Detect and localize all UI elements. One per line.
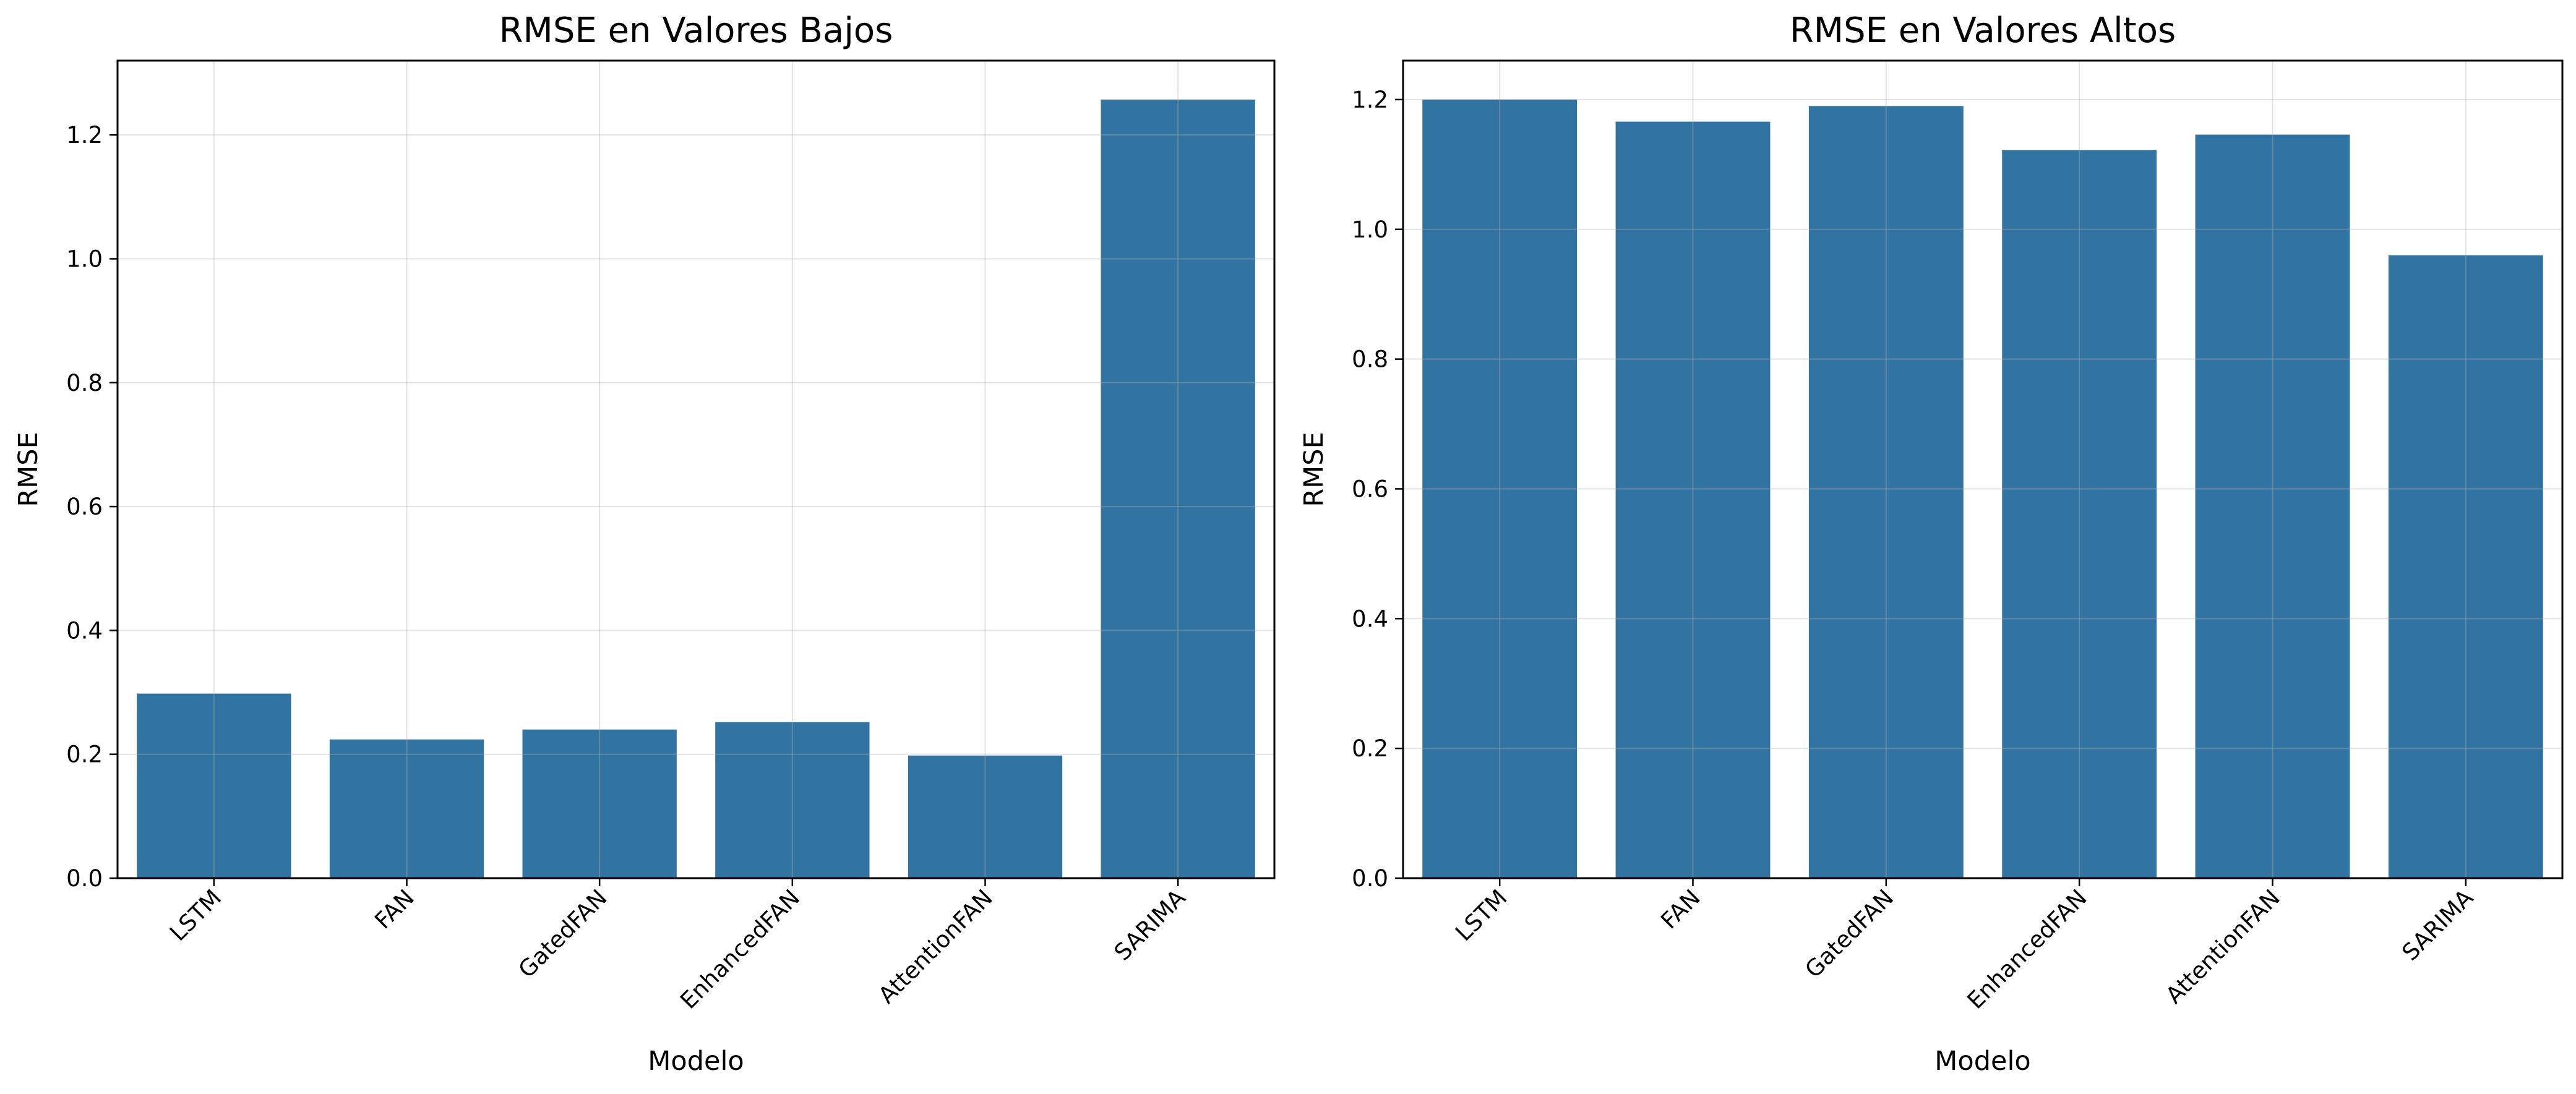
y-tick-label: 0.8 xyxy=(1352,346,1388,373)
y-tick-label: 1.0 xyxy=(66,246,103,272)
x-tick-label: GatedFAN xyxy=(1800,884,1899,983)
bar-attentionfan xyxy=(2195,134,2350,879)
bar-fan xyxy=(329,739,484,878)
y-tick-label: 0.2 xyxy=(1352,735,1388,762)
bar-enhancedfan xyxy=(2002,150,2157,878)
x-axis-label: Modelo xyxy=(648,1046,744,1077)
bar-sarima xyxy=(2388,255,2543,878)
bar-lstm xyxy=(1422,99,1578,878)
bar-attentionfan xyxy=(908,755,1063,878)
bar-enhancedfan xyxy=(715,722,870,878)
bar-gatedfan xyxy=(522,729,677,878)
x-tick-label: GatedFAN xyxy=(513,884,612,983)
x-tick-label: FAN xyxy=(369,884,419,934)
bar-fan xyxy=(1615,121,1771,879)
y-tick-label: 1.0 xyxy=(1352,216,1388,243)
chart-rmse-bajos: 0.0 0.2 0.4 0.6 0.8 1.0 1.2 LSTM FAN GatedFAN Enha… xyxy=(13,11,1276,1077)
y-tick-label: 0.4 xyxy=(1352,605,1388,632)
y-tick-label: 0.6 xyxy=(66,494,103,520)
y-axis-label: RMSE xyxy=(13,432,44,506)
bar-gatedfan xyxy=(1808,106,1964,878)
x-tick-label: LSTM xyxy=(1450,884,1512,946)
chart-title: RMSE en Valores Bajos xyxy=(499,11,893,51)
x-tick-label: EnhancedFAN xyxy=(675,884,805,1014)
x-tick-label: LSTM xyxy=(165,884,226,946)
y-tick-label: 1.2 xyxy=(66,122,103,148)
chart-title: RMSE en Valores Altos xyxy=(1790,11,2176,51)
bar-lstm xyxy=(137,693,291,878)
y-tick-label: 0.8 xyxy=(66,370,103,396)
bar-sarima xyxy=(1101,100,1255,878)
y-tick-label: 0.6 xyxy=(1352,476,1388,502)
y-tick-label: 1.2 xyxy=(1352,87,1388,113)
x-tick-label: FAN xyxy=(1655,884,1706,934)
x-tick-label: AttentionFAN xyxy=(874,884,998,1009)
x-tick-label: SARIMA xyxy=(1109,884,1191,966)
x-tick-label: AttentionFAN xyxy=(2161,884,2285,1009)
axes-frame xyxy=(116,59,1276,879)
axes-frame xyxy=(1402,59,2564,879)
y-tick-label: 0.4 xyxy=(66,617,103,644)
x-tick-label: SARIMA xyxy=(2397,884,2478,966)
y-tick-label: 0.0 xyxy=(66,865,103,892)
chart-rmse-altos: 0.0 0.2 0.4 0.6 0.8 1.0 1.2 LSTM FAN GatedFAN Enha… xyxy=(1299,11,2564,1077)
x-axis-label: Modelo xyxy=(1934,1046,2030,1077)
y-tick-label: 0.2 xyxy=(66,741,103,768)
y-tick-label: 0.0 xyxy=(1352,865,1388,892)
y-axis-label: RMSE xyxy=(1299,432,1329,506)
x-tick-label: EnhancedFAN xyxy=(1962,884,2092,1014)
